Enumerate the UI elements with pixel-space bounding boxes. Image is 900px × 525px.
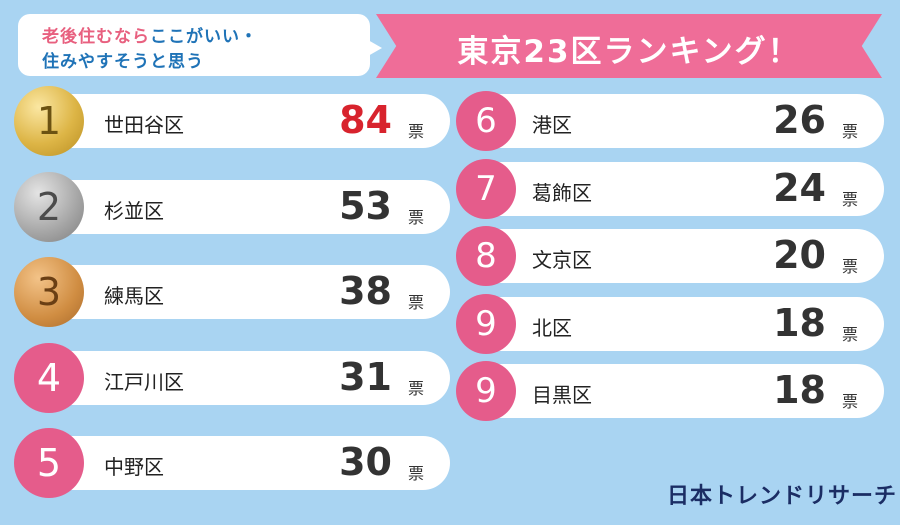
ranking-row: 2 杉並区 53 票 [14, 171, 450, 242]
vote-count: 38 [339, 269, 392, 313]
rank-badge: 9 [456, 293, 516, 354]
vote-count: 20 [773, 233, 826, 277]
vote-count: 18 [773, 300, 826, 345]
ward-name: 目黒区 [532, 383, 592, 407]
vote-unit: 票 [841, 324, 858, 344]
ward-name: 中野区 [104, 455, 164, 479]
vote-unit: 票 [407, 378, 424, 398]
question-line-2: 住みやすそうと思う [42, 52, 204, 72]
title-banner: 東京23区ランキング！ [376, 14, 882, 78]
vote-unit: 票 [841, 257, 858, 276]
brand-logo: 日本トレンドリサーチ [667, 484, 898, 509]
vote-count: 24 [773, 165, 826, 210]
ranking-row: 8 文京区 20 票 [456, 226, 884, 286]
question-line-1: 老後住むならここがいい・ [42, 22, 258, 47]
vote-unit: 票 [407, 464, 424, 483]
vote-count: 26 [773, 98, 826, 142]
vote-unit: 票 [407, 293, 424, 312]
ranking-row: 1 世田谷区 84 票 [14, 86, 450, 156]
medal-badge: 3 [14, 257, 84, 327]
vote-unit: 票 [841, 392, 858, 411]
rank-badge: 6 [456, 91, 516, 151]
ranking-row: 9 目黒区 18 票 [456, 361, 884, 421]
ranking-row: 6 港区 26 票 [456, 91, 884, 151]
ranking-row: 5 中野区 30 票 [14, 428, 450, 498]
ward-name: 港区 [532, 113, 572, 137]
bubble-tail [368, 40, 382, 56]
ward-name: 杉並区 [104, 198, 164, 223]
vote-unit: 票 [407, 122, 424, 141]
vote-count: 18 [773, 368, 826, 412]
rank-badge: 4 [14, 342, 84, 413]
question-line-1-pink: 老後住むなら [42, 27, 150, 47]
question-line-1-blue: ここがいい・ [150, 27, 258, 47]
rank-badge: 7 [456, 158, 516, 219]
vote-count: 84 [339, 98, 392, 142]
vote-count: 30 [339, 440, 392, 484]
ward-name: 葛飾区 [532, 180, 592, 205]
medal-badge: 2 [14, 171, 84, 242]
rank-badge: 8 [456, 226, 516, 286]
vote-unit: 票 [841, 122, 858, 141]
vote-count: 53 [339, 183, 392, 228]
vote-unit: 票 [407, 207, 424, 227]
ranking-row: 4 江戸川区 31 票 [14, 342, 450, 413]
ward-name: 世田谷区 [104, 113, 184, 137]
ranking-row: 9 北区 18 票 [456, 293, 884, 354]
ward-name: 文京区 [532, 248, 592, 272]
rank-badge: 9 [456, 361, 516, 421]
ranking-row: 3 練馬区 38 票 [14, 257, 450, 327]
ward-name: 北区 [532, 315, 572, 340]
ranking-row: 7 葛飾区 24 票 [456, 158, 884, 219]
medal-badge: 1 [14, 86, 84, 156]
ward-name: 練馬区 [104, 284, 164, 308]
page-title: 東京23区ランキング！ [457, 34, 801, 70]
question-bubble [18, 14, 370, 76]
vote-count: 31 [339, 354, 392, 399]
ward-name: 江戸川区 [104, 369, 184, 394]
vote-unit: 票 [841, 189, 858, 209]
rank-badge: 5 [14, 428, 84, 498]
